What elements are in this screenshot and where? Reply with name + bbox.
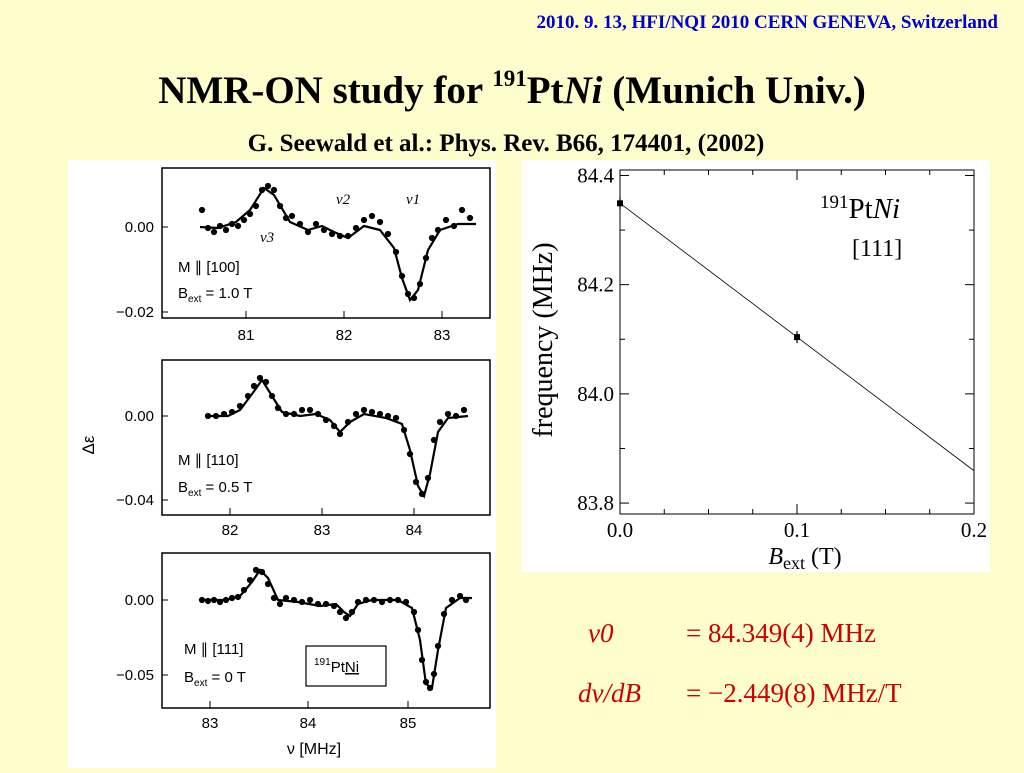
x-tick-label: 0.2 — [961, 518, 987, 542]
p2-bext: Bext = 0.5 T — [178, 479, 252, 499]
p3-bext-symbol: B — [184, 669, 194, 686]
p3-bext-value: = 0 T — [207, 669, 246, 686]
p2-ytick-0: 0.00 — [125, 408, 154, 425]
title-host: Ni — [563, 69, 603, 112]
chart-x-axis-label: Bext (T) — [768, 544, 841, 572]
nmr-spectra-figure: Δε 0.00 −0.02 81 82 83 ν2 ν1 ν3 M ∥ [100… — [68, 160, 496, 768]
result-value-slope: = −2.449(8) MHz/T — [686, 678, 902, 708]
p1-ytick-0: 0.00 — [125, 219, 154, 236]
x-tick-label: 0.1 — [784, 518, 810, 542]
chart-annotation-mass: 191 — [820, 192, 849, 213]
p3-xtick-0: 83 — [202, 715, 219, 732]
p1-bext: Bext = 1.0 T — [178, 285, 252, 305]
result-value-nu0: = 84.349(4) MHz — [686, 618, 876, 648]
chart-data-points — [617, 197, 800, 344]
p1-bext-symbol: B — [178, 285, 188, 302]
p3-xtick-2: 85 — [400, 715, 417, 732]
p3-inset-host: Ni — [345, 659, 359, 676]
p2-xtick-0: 82 — [222, 522, 239, 539]
p3-inset-element: Pt — [331, 659, 346, 676]
p2-bext-symbol: B — [178, 479, 188, 496]
left-x-axis-label: ν [MHz] — [287, 741, 341, 758]
p3-inset-mass: 191 — [314, 657, 331, 668]
p1-peak-label-nu3: ν3 — [260, 230, 274, 246]
p3-ytick-1: −0.05 — [116, 667, 154, 684]
spectrum-panel-111: 0.00 −0.05 83 84 85 M ∥ [111] Bext = 0 T… — [116, 552, 491, 732]
spectrum-panel-100: 0.00 −0.02 81 82 83 ν2 ν1 ν3 M ∥ [100] B… — [116, 167, 491, 344]
y-tick-label: 84.0 — [577, 382, 614, 406]
p3-data-points — [198, 566, 470, 692]
p2-bext-sub: ext — [188, 488, 202, 499]
p3-bext-sub: ext — [194, 678, 208, 689]
p3-bext: Bext = 0 T — [184, 669, 246, 689]
p3-inset-box: 191PtNi — [305, 645, 387, 687]
title-suffix: (Munich Univ.) — [602, 69, 866, 112]
p1-ytick-1: −0.02 — [116, 304, 154, 321]
y-tick-label: 84.4 — [577, 163, 614, 187]
p2-xtick-1: 83 — [314, 522, 331, 539]
p3-xtick-1: 84 — [300, 715, 317, 732]
title-mass-number: 191 — [492, 66, 527, 91]
p1-orientation: M ∥ [100] — [178, 259, 240, 276]
p2-fit-curve — [206, 378, 469, 499]
chart-y-axis-label: frequency (MHz) — [528, 242, 559, 437]
p1-xtick-1: 82 — [336, 327, 353, 344]
p2-xtick-2: 84 — [406, 522, 423, 539]
p3-ytick-0: 0.00 — [125, 592, 154, 609]
title-prefix: NMR-ON study for — [158, 69, 493, 112]
p1-peak-label-nu1: ν1 — [406, 192, 420, 208]
result-label-nu0: ν0 — [588, 618, 614, 648]
p2-bext-value: = 0.5 T — [201, 479, 252, 496]
p3-inset-label: 191PtNi — [314, 657, 359, 676]
p1-bext-value: = 1.0 T — [201, 285, 252, 302]
p3-orientation: M ∥ [111] — [184, 641, 243, 658]
result-label-slope: dν/dB — [578, 678, 641, 708]
p1-xtick-0: 81 — [238, 327, 255, 344]
p2-data-points — [204, 374, 468, 498]
chart-y-ticks: 83.8 84.0 84.2 84.4 — [577, 163, 974, 515]
p1-xtick-2: 83 — [434, 327, 451, 344]
chart-annotation-host: Ni — [872, 193, 900, 225]
spectrum-panel-110: 0.00 −0.04 82 83 84 M ∥ [110] Bext = 0.5… — [116, 359, 491, 539]
p1-bext-sub: ext — [188, 294, 202, 305]
paper-reference: G. Seewald et al.: Phys. Rev. B66, 17440… — [247, 130, 765, 157]
x-tick-label: 0.0 — [607, 518, 633, 542]
p1-data-points — [198, 182, 474, 302]
p1-peak-label-nu2: ν2 — [336, 192, 351, 208]
chart-annotation-direction: [111] — [852, 236, 902, 262]
chart-x-ticks: 0.0 0.1 0.2 — [607, 170, 987, 542]
chart-annotation-element: Pt — [849, 193, 873, 225]
p2-orientation: M ∥ [110] — [178, 452, 239, 469]
chart-annotation-isotope: 191PtNi — [820, 192, 900, 225]
y-tick-label: 84.2 — [577, 273, 614, 297]
frequency-vs-field-chart: 83.8 84.0 84.2 84.4 0.0 0.1 0.2 frequency (MH… — [522, 160, 990, 573]
conference-header: 2010. 9. 13, HFI/NQI 2010 CERN GENEVA, S… — [536, 12, 998, 33]
p2-ytick-1: −0.04 — [116, 492, 154, 509]
y-tick-label: 83.8 — [577, 491, 614, 515]
title-element: Pt — [526, 69, 564, 112]
left-y-axis-label: Δε — [79, 435, 98, 454]
slide-title: NMR-ON study for 191PtNi (Munich Univ.) — [0, 66, 1024, 113]
